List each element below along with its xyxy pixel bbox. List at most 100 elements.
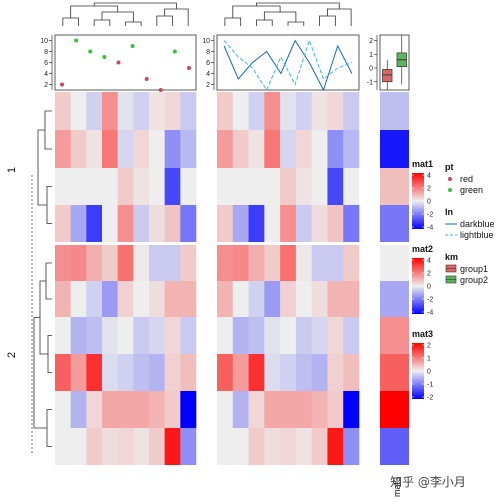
mat1-dendrogram-branch	[93, 2, 177, 9]
box-tick-label: 1	[369, 52, 373, 59]
mat1-cell	[55, 92, 71, 130]
mat1-cell	[102, 354, 118, 391]
mat2-cell	[343, 130, 360, 168]
mat1-cell	[86, 92, 103, 130]
mat3-cell	[380, 245, 409, 281]
row-dendrogram-branch	[33, 317, 47, 429]
mat1-cell	[149, 205, 165, 242]
mat2-cell	[280, 317, 297, 354]
mat1-cell	[164, 281, 181, 317]
mat2-cell	[327, 354, 344, 391]
mat3-cell	[380, 354, 409, 391]
mat2-cell	[311, 245, 328, 281]
point-red	[60, 82, 65, 87]
mat2-cell	[264, 92, 281, 130]
mat1-cell	[70, 354, 87, 391]
row-dendrogram-branch	[45, 262, 52, 300]
mat2-cell	[295, 428, 312, 465]
mat1-cell	[86, 130, 103, 168]
line-annotation-tick-label: 10	[202, 38, 210, 45]
mat2-cell	[217, 317, 234, 354]
mat3-column-label: mat3	[392, 477, 402, 497]
point-red	[116, 60, 121, 65]
point-annotation-tick-label: 10	[40, 38, 48, 45]
point-annotation-frame	[54, 34, 197, 91]
row-dendrogram-branch	[44, 110, 52, 150]
mat1-cell	[149, 428, 165, 465]
mat2-cell	[311, 92, 328, 130]
mat2-cell	[280, 428, 297, 465]
mat3-cell	[380, 428, 409, 465]
mat2-cell	[217, 391, 234, 428]
mat3-cell	[380, 168, 409, 205]
mat3-cell	[380, 281, 409, 317]
mat1-cell	[180, 428, 197, 465]
mat2-cell	[280, 245, 297, 281]
mat2-cell	[217, 281, 234, 317]
mat1-cell	[102, 168, 118, 205]
mat3-cell	[380, 92, 409, 130]
mat1-cell	[55, 245, 71, 281]
mat1-cell	[149, 317, 165, 354]
mat2-cell	[232, 168, 249, 205]
mat2-cell	[264, 428, 281, 465]
mat1-cell	[117, 391, 134, 428]
mat2-cell	[327, 281, 344, 317]
legend-mat1-tick-label: 0	[427, 199, 431, 206]
mat1-cell	[149, 245, 165, 281]
mat2-cell	[280, 168, 297, 205]
row-dendrogram-branch	[46, 409, 52, 447]
mat2-cell	[248, 130, 265, 168]
mat1-cell	[164, 317, 181, 354]
line-annotation-tick-label: 8	[206, 49, 210, 56]
mat1-cell	[70, 205, 87, 242]
mat2-cell	[217, 354, 234, 391]
mat2-cell	[327, 168, 344, 205]
mat2-cell	[311, 317, 328, 354]
mat2-cell	[343, 245, 360, 281]
row-dendrogram-branch	[47, 335, 52, 373]
mat1-cell	[55, 391, 71, 428]
legend-mat1-tick-label: 4	[427, 173, 431, 180]
mat1-dendrogram-branch	[125, 21, 142, 26]
line-annotation-tick-label: 6	[206, 60, 210, 67]
legend-mat3-title: mat3	[412, 329, 433, 339]
row-dendrogram-branch	[37, 129, 47, 206]
legend-km-title: km	[445, 252, 458, 262]
mat2-cell	[217, 130, 234, 168]
mat2-cell	[343, 92, 360, 130]
mat1-dendrogram-branch	[156, 15, 173, 26]
mat1-cell	[149, 130, 165, 168]
mat2-cell	[311, 168, 328, 205]
row-dendrogram-branch	[39, 280, 48, 355]
line-annotation-tick-label: 2	[206, 82, 210, 89]
mat1-cell	[55, 168, 71, 205]
mat2-cell	[264, 391, 281, 428]
legend-point-red	[448, 177, 452, 181]
point-red	[186, 66, 191, 70]
legend-mat2-tick-label: 2	[427, 271, 431, 278]
mat2-cell	[232, 245, 249, 281]
mat1-cell	[133, 245, 150, 281]
mat1-cell	[70, 130, 87, 168]
mat2-cell	[217, 245, 234, 281]
mat1-cell	[117, 317, 134, 354]
mat1-cell	[133, 391, 150, 428]
mat1-cell	[70, 168, 87, 205]
mat2-cell	[311, 281, 328, 317]
mat1-cell	[133, 428, 150, 465]
mat2-cell	[248, 168, 265, 205]
mat2-cell	[217, 168, 234, 205]
mat2-dendrogram-branch	[263, 11, 297, 22]
mat2-cell	[217, 428, 234, 465]
mat1-cell	[117, 168, 134, 205]
mat1-cell	[149, 168, 165, 205]
legend-mat2-colorbar	[412, 258, 424, 314]
mat1-cell	[164, 354, 181, 391]
mat1-dendrogram-branch	[93, 19, 111, 26]
mat1-cell	[133, 92, 150, 130]
legend-mat1-tick-label: -2	[427, 212, 433, 219]
mat1-cell	[180, 354, 197, 391]
darkblue-line	[223, 39, 353, 92]
mat2-cell	[295, 317, 312, 354]
